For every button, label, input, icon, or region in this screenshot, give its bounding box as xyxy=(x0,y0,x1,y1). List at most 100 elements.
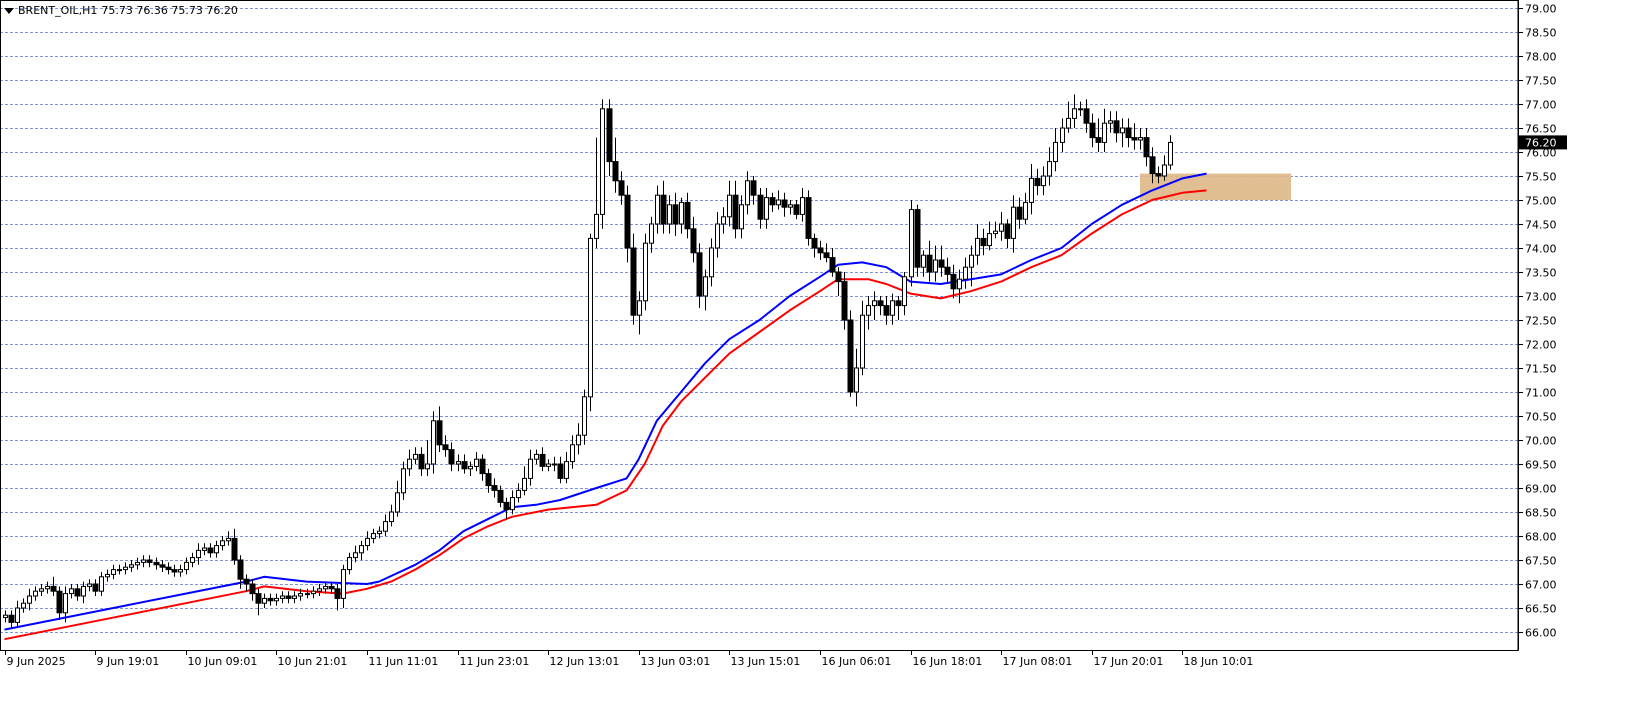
candle xyxy=(594,137,599,248)
moving-average-layer xyxy=(4,172,1207,641)
candle xyxy=(811,233,818,258)
candle-body-bull xyxy=(262,597,267,604)
price-tick-label: 67.00 xyxy=(1525,579,1557,592)
candle xyxy=(715,212,720,258)
candle xyxy=(1072,94,1077,128)
price-tick-label: 77.50 xyxy=(1525,75,1557,88)
candle-body-bull xyxy=(854,367,859,393)
candle xyxy=(171,564,178,577)
candle-body-bull xyxy=(776,199,781,206)
candle-body-bull xyxy=(570,444,575,463)
candle-body-bull xyxy=(190,557,195,563)
candle-body-bull xyxy=(33,590,38,597)
candle-body-bull xyxy=(1060,127,1065,143)
candle xyxy=(311,586,316,599)
time-tick-label: 10 Jun 09:01 xyxy=(188,655,258,668)
price-tick-label: 75.00 xyxy=(1525,195,1557,208)
candle-body-bear xyxy=(539,453,546,467)
candle-body-bull xyxy=(474,458,479,467)
candle xyxy=(431,411,436,474)
candle-body-bull xyxy=(667,204,672,225)
candle-body-bear xyxy=(895,300,902,307)
candle xyxy=(643,233,648,311)
candle-body-bull xyxy=(715,223,720,249)
price-tick-label: 72.00 xyxy=(1525,339,1557,352)
candle xyxy=(696,243,703,308)
candle xyxy=(516,483,521,503)
candle xyxy=(914,204,921,277)
candle-body-bull xyxy=(196,549,201,559)
candle-body-bear xyxy=(1083,108,1090,124)
candle-body-bear xyxy=(285,595,292,599)
candle-body-bull xyxy=(643,242,648,302)
candle-body-bear xyxy=(847,319,854,393)
candle xyxy=(637,291,642,335)
candle xyxy=(485,468,492,493)
candle xyxy=(274,593,279,606)
candle xyxy=(709,238,714,287)
candle-body-bear xyxy=(829,257,836,273)
candle xyxy=(679,197,684,234)
candle-body-bear xyxy=(207,547,214,554)
price-tick-label: 66.50 xyxy=(1525,603,1557,616)
candle xyxy=(769,192,776,212)
candle-body-bear xyxy=(660,194,667,225)
candle-body-bull xyxy=(341,569,346,599)
candle-body-bull xyxy=(178,569,183,573)
time-tick-label: 17 Jun 20:01 xyxy=(1094,655,1164,668)
candle xyxy=(33,586,38,601)
candle-body-bull xyxy=(576,434,581,446)
candle-body-bear xyxy=(92,583,99,592)
candle xyxy=(479,454,486,481)
dropdown-triangle-icon[interactable] xyxy=(4,7,14,14)
candle-body-bull xyxy=(425,463,430,470)
candle xyxy=(468,461,473,476)
candle-body-bull xyxy=(655,194,660,225)
candle-body-bear xyxy=(823,252,830,259)
candle xyxy=(298,588,303,601)
candle xyxy=(1155,166,1162,184)
candle xyxy=(528,449,533,486)
time-tick-label: 18 Jun 10:01 xyxy=(1184,655,1254,668)
candle-body-bear xyxy=(479,458,486,475)
candle-body-bear xyxy=(1113,120,1120,134)
candle-body-bear xyxy=(690,228,697,254)
candle xyxy=(805,190,812,246)
candle-body-bear xyxy=(696,252,703,297)
candle xyxy=(207,543,214,558)
candle xyxy=(1060,118,1065,152)
candle xyxy=(323,581,328,594)
candle xyxy=(539,447,546,472)
candle-body-bear xyxy=(334,588,341,599)
candle-body-bear xyxy=(448,449,455,465)
candle xyxy=(190,552,195,568)
time-tick-label: 17 Jun 08:01 xyxy=(1003,655,1073,668)
candle xyxy=(727,180,732,227)
candle-body-bull xyxy=(117,569,122,572)
candle xyxy=(135,557,140,570)
candle-body-bull xyxy=(383,521,388,532)
candle xyxy=(703,269,708,311)
candle xyxy=(214,540,219,558)
candle-body-bull xyxy=(1120,127,1125,134)
candle-body-bull xyxy=(1162,164,1167,177)
candle-body-bear xyxy=(950,273,957,290)
candle-body-bear xyxy=(503,501,510,511)
candle xyxy=(461,454,468,474)
candle-body-bear xyxy=(817,247,824,254)
price-tick-label: 78.00 xyxy=(1525,51,1557,64)
candle-body-bull xyxy=(649,223,654,244)
candle xyxy=(883,296,890,325)
candle-body-bull xyxy=(709,247,714,278)
candle-body-bear xyxy=(231,537,238,561)
candle xyxy=(872,291,877,320)
candle-body-bear xyxy=(624,194,631,249)
candle xyxy=(365,531,370,551)
symbol-info-bar[interactable]: BRENT_OIL,H1 75.73 76.36 75.73 76.20 xyxy=(4,4,238,17)
candle-body-bull xyxy=(1023,201,1028,220)
candle xyxy=(74,584,81,601)
symbol-label: BRENT_OIL,H1 xyxy=(18,4,98,17)
candle xyxy=(1120,118,1125,148)
candle xyxy=(328,581,335,594)
